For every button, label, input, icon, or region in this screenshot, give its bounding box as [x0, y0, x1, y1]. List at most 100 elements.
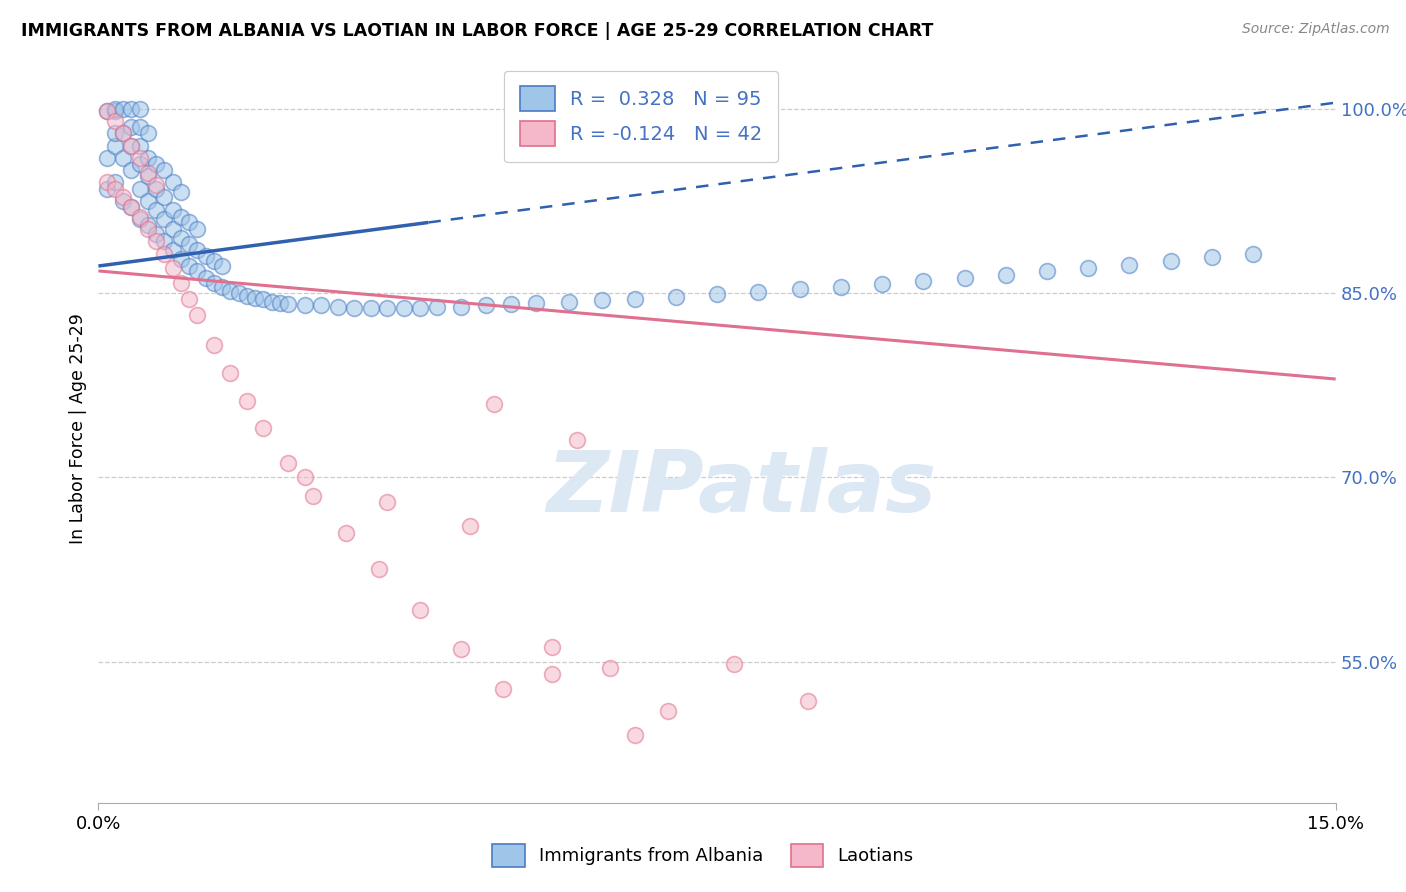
Point: [96, 104, 118, 119]
Text: ZIPatlas: ZIPatlas: [547, 447, 936, 530]
Point: [104, 114, 127, 128]
Point: [367, 562, 389, 576]
Point: [145, 202, 167, 217]
Point: [145, 227, 167, 241]
Point: [136, 219, 159, 233]
Point: [120, 138, 142, 153]
Point: [128, 102, 150, 116]
Point: [219, 284, 242, 298]
Point: [343, 301, 366, 315]
Point: [747, 285, 769, 299]
Point: [112, 127, 135, 141]
Point: [96, 176, 118, 190]
Point: [591, 293, 613, 308]
Text: Source: ZipAtlas.com: Source: ZipAtlas.com: [1241, 22, 1389, 37]
Point: [112, 102, 135, 116]
Point: [136, 127, 159, 141]
Point: [120, 200, 142, 214]
Point: [870, 277, 893, 292]
Point: [409, 301, 432, 315]
Point: [269, 296, 291, 310]
Point: [136, 166, 159, 180]
Point: [252, 421, 274, 435]
Point: [202, 254, 225, 268]
Point: [128, 157, 150, 171]
Point: [162, 222, 184, 236]
Point: [1118, 258, 1140, 272]
Point: [491, 681, 513, 696]
Point: [120, 163, 142, 178]
Point: [541, 666, 564, 681]
Point: [96, 104, 118, 119]
Point: [128, 151, 150, 165]
Point: [170, 277, 193, 291]
Point: [1201, 251, 1223, 265]
Point: [145, 157, 167, 171]
Point: [1036, 264, 1059, 278]
Point: [657, 704, 679, 718]
Point: [953, 271, 976, 285]
Point: [153, 212, 176, 227]
Point: [277, 456, 299, 470]
Point: [162, 243, 184, 257]
Point: [128, 138, 150, 153]
Point: [162, 176, 184, 190]
Point: [228, 286, 250, 301]
Point: [277, 297, 299, 311]
Point: [458, 519, 481, 533]
Point: [128, 120, 150, 135]
Point: [179, 236, 201, 251]
Point: [194, 271, 217, 285]
Point: [665, 290, 688, 304]
Point: [475, 298, 498, 312]
Point: [202, 277, 225, 291]
Point: [252, 292, 274, 306]
Point: [120, 200, 142, 214]
Point: [450, 642, 472, 657]
Point: [260, 294, 283, 309]
Point: [179, 292, 201, 306]
Point: [294, 298, 316, 312]
Point: [153, 163, 176, 178]
Point: [623, 292, 645, 306]
Point: [153, 246, 176, 260]
Point: [499, 297, 522, 311]
Point: [375, 301, 398, 315]
Point: [294, 470, 316, 484]
Point: [243, 291, 266, 305]
Point: [136, 194, 159, 208]
Point: [120, 102, 142, 116]
Point: [96, 151, 118, 165]
Point: [162, 261, 184, 276]
Point: [706, 287, 728, 301]
Point: [484, 396, 506, 410]
Point: [104, 102, 127, 116]
Point: [565, 434, 588, 448]
Point: [120, 138, 142, 153]
Point: [145, 235, 167, 249]
Point: [104, 127, 127, 141]
Point: [830, 280, 852, 294]
Point: [1077, 261, 1099, 276]
Point: [1160, 254, 1182, 268]
Point: [112, 194, 135, 208]
Point: [186, 222, 208, 236]
Point: [170, 186, 193, 200]
Point: [450, 300, 472, 314]
Point: [96, 181, 118, 195]
Point: [375, 495, 398, 509]
Point: [309, 298, 332, 312]
Point: [302, 489, 325, 503]
Point: [162, 202, 184, 217]
Point: [186, 243, 208, 257]
Legend: Immigrants from Albania, Laotians: Immigrants from Albania, Laotians: [485, 837, 921, 874]
Point: [170, 252, 193, 266]
Point: [202, 337, 225, 351]
Point: [194, 249, 217, 263]
Point: [211, 259, 233, 273]
Point: [136, 222, 159, 236]
Point: [236, 288, 259, 302]
Point: [112, 151, 135, 165]
Text: IMMIGRANTS FROM ALBANIA VS LAOTIAN IN LABOR FORCE | AGE 25-29 CORRELATION CHART: IMMIGRANTS FROM ALBANIA VS LAOTIAN IN LA…: [21, 22, 934, 40]
Point: [186, 308, 208, 322]
